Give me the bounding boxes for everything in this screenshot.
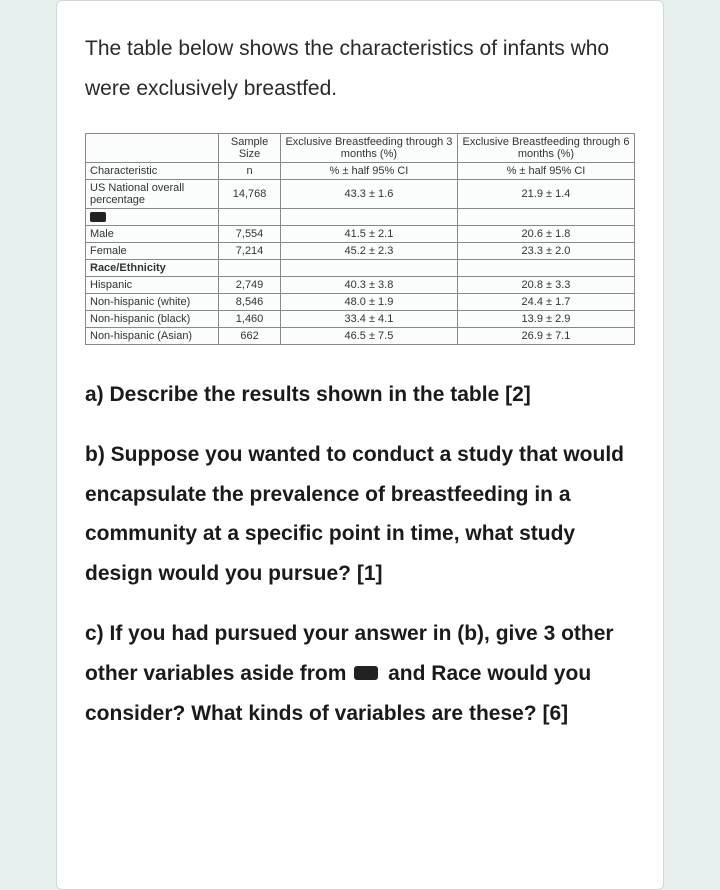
row-m6: 13.9 ± 2.9: [457, 310, 634, 327]
table-row: Non-hispanic (white) 8,546 48.0 ± 1.9 24…: [86, 293, 635, 310]
spacer-row: [86, 208, 635, 225]
row-m3: 43.3 ± 1.6: [280, 179, 457, 208]
row-m3: 41.5 ± 2.1: [280, 225, 457, 242]
row-label: Non-hispanic (white): [86, 293, 219, 310]
table-row: Non-hispanic (black) 1,460 33.4 ± 4.1 13…: [86, 310, 635, 327]
row-m3: 46.5 ± 7.5: [280, 327, 457, 344]
table-header-row-2: Characteristic n % ± half 95% CI % ± hal…: [86, 162, 635, 179]
row-m6: 24.4 ± 1.7: [457, 293, 634, 310]
row-m6: 23.3 ± 2.0: [457, 242, 634, 259]
row-label: Hispanic: [86, 276, 219, 293]
row-m6: 21.9 ± 1.4: [457, 179, 634, 208]
redacted-icon: [352, 662, 382, 684]
question-a: a) Describe the results shown in the tab…: [85, 375, 635, 415]
table-row: Female 7,214 45.2 ± 2.3 23.3 ± 2.0: [86, 242, 635, 259]
row-m3: 33.4 ± 4.1: [280, 310, 457, 327]
row-m6: 20.8 ± 3.3: [457, 276, 634, 293]
row-label: Male: [86, 225, 219, 242]
row-m3: 45.2 ± 2.3: [280, 242, 457, 259]
content-card: The table below shows the characteristic…: [56, 0, 664, 890]
row-n: 8,546: [219, 293, 281, 310]
question-b-text: b) Suppose you wanted to conduct a study…: [85, 443, 624, 586]
row-n: 662: [219, 327, 281, 344]
col-6mo: Exclusive Breastfeeding through 6 months…: [457, 133, 634, 162]
race-ethnicity-label: Race/Ethnicity: [86, 259, 219, 276]
table-row: US National overall percentage 14,768 43…: [86, 179, 635, 208]
redacted-icon: [90, 212, 106, 222]
n-label: n: [219, 162, 281, 179]
row-n: 7,554: [219, 225, 281, 242]
intro-text: The table below shows the characteristic…: [85, 29, 635, 109]
ci-label-6mo: % ± half 95% CI: [457, 162, 634, 179]
row-label: Female: [86, 242, 219, 259]
row-n: 7,214: [219, 242, 281, 259]
question-a-text: a) Describe the results shown in the tab…: [85, 383, 531, 406]
table-row: Non-hispanic (Asian) 662 46.5 ± 7.5 26.9…: [86, 327, 635, 344]
ci-label-3mo: % ± half 95% CI: [280, 162, 457, 179]
table-row: Male 7,554 41.5 ± 2.1 20.6 ± 1.8: [86, 225, 635, 242]
row-label: US National overall percentage: [86, 179, 219, 208]
table-header-row-1: Sample Size Exclusive Breastfeeding thro…: [86, 133, 635, 162]
row-n: 1,460: [219, 310, 281, 327]
question-b: b) Suppose you wanted to conduct a study…: [85, 435, 635, 595]
row-m6: 20.6 ± 1.8: [457, 225, 634, 242]
row-m3: 48.0 ± 1.9: [280, 293, 457, 310]
race-header-row: Race/Ethnicity: [86, 259, 635, 276]
table-row: Hispanic 2,749 40.3 ± 3.8 20.8 ± 3.3: [86, 276, 635, 293]
row-label: Non-hispanic (black): [86, 310, 219, 327]
row-n: 2,749: [219, 276, 281, 293]
row-label: Non-hispanic (Asian): [86, 327, 219, 344]
col-3mo: Exclusive Breastfeeding through 3 months…: [280, 133, 457, 162]
characteristic-label: Characteristic: [86, 162, 219, 179]
data-table: Sample Size Exclusive Breastfeeding thro…: [85, 133, 635, 345]
question-c: c) If you had pursued your answer in (b)…: [85, 614, 635, 734]
col-sample-size: Sample Size: [219, 133, 281, 162]
row-m3: 40.3 ± 3.8: [280, 276, 457, 293]
row-m6: 26.9 ± 7.1: [457, 327, 634, 344]
row-n: 14,768: [219, 179, 281, 208]
